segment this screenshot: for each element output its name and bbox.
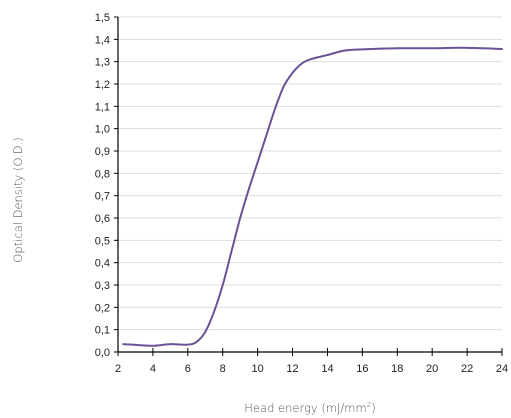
x-tick-label: 14	[321, 363, 333, 375]
x-tick-label: 20	[426, 363, 438, 375]
x-axis-title-close: )	[371, 401, 376, 415]
x-tick-label: 16	[356, 363, 368, 375]
y-tick-label: 1,2	[95, 79, 110, 91]
x-tick-label: 2	[115, 363, 121, 375]
y-tick-label: 1,1	[95, 101, 110, 113]
y-tick-label: 0,5	[95, 235, 110, 247]
y-axis-title: Optical Density (O.D.)	[11, 137, 25, 262]
x-tick-label: 18	[391, 363, 403, 375]
axes	[117, 17, 502, 353]
grid-lines	[118, 16, 502, 331]
y-axis-ticks: 0,0 0,1 0,2 0,3 0,4 0,5 0,6 0,7 0,8 0,9 1,0 1,1 1,2 1…	[95, 12, 118, 359]
x-tick-label: 6	[185, 363, 191, 375]
y-tick-label: 0,9	[95, 146, 110, 158]
x-tick-label: 4	[150, 363, 156, 375]
y-tick-label: 1,0	[95, 124, 110, 136]
y-tick-label: 0,1	[95, 325, 110, 337]
x-axis-title: Head energy (mJ/mm2)	[244, 401, 375, 415]
x-axis-ticks: 2 4 6 8 10 12 14 16 18 20 22 24	[115, 348, 508, 375]
x-tick-label: 12	[286, 363, 298, 375]
x-tick-label: 8	[220, 363, 226, 375]
y-tick-label: 0,0	[95, 347, 110, 359]
x-tick-label: 10	[252, 363, 264, 375]
x-axis-title-superscript: 2	[367, 401, 371, 409]
y-tick-label: 1,5	[95, 12, 110, 24]
x-axis-title-main: Head energy (mJ/mm	[244, 401, 366, 415]
y-tick-label: 0,4	[95, 258, 110, 270]
y-tick-label: 0,2	[95, 302, 110, 314]
y-tick-label: 1,3	[95, 57, 110, 69]
x-tick-label: 22	[461, 363, 473, 375]
y-tick-label: 0,3	[95, 280, 110, 292]
y-tick-label: 0,7	[95, 191, 110, 203]
series-line	[122, 46, 503, 347]
series-group	[122, 46, 503, 347]
x-tick-label: 24	[496, 363, 508, 375]
y-tick-label: 1,4	[95, 34, 110, 46]
y-tick-label: 0,6	[95, 213, 110, 225]
y-tick-label: 0,8	[95, 168, 110, 180]
